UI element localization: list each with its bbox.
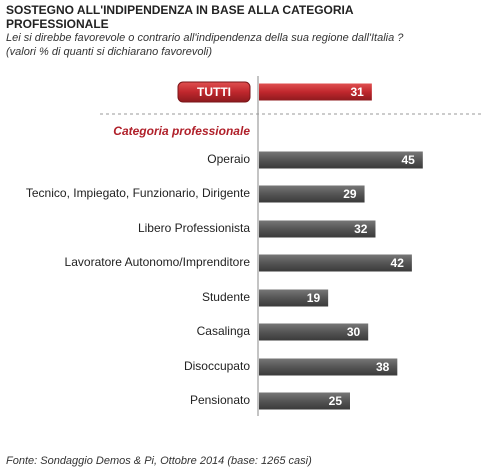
subtitle: (valori % di quanti si dichiarano favore…	[6, 46, 213, 58]
bar	[259, 151, 423, 169]
subtitle: Lei si direbbe favorevole o contrario al…	[6, 32, 404, 44]
bar	[259, 254, 412, 272]
category-label: Casalinga	[197, 324, 251, 338]
chart-title: SOSTEGNO ALL'INDIPENDENZA IN BASE ALLA C…	[6, 3, 354, 31]
value-label: 45	[401, 153, 415, 167]
total-label: TUTTI	[197, 85, 231, 99]
category-label: Operaio	[207, 152, 250, 166]
bar	[259, 220, 376, 238]
bar	[259, 392, 350, 410]
value-label: 42	[391, 256, 405, 270]
value-label: 25	[329, 394, 343, 408]
category-label: Pensionato	[190, 393, 250, 407]
value-label: 19	[307, 291, 321, 305]
bar	[259, 323, 369, 341]
category-label: Disoccupato	[184, 359, 250, 373]
value-label: 29	[343, 187, 357, 201]
bar	[259, 358, 398, 376]
group-label: Categoria professionale	[113, 124, 250, 138]
total-badge	[177, 81, 251, 103]
source: Fonte: Sondaggio Demos & Pi, Ottobre 201…	[6, 455, 312, 467]
category-label: Libero Professionista	[138, 221, 250, 235]
value-label: 31	[350, 85, 364, 99]
value-label: 32	[354, 222, 368, 236]
chart: TUTTI Categoria professionale 31 Operaio 4…	[26, 76, 482, 416]
category-label: Studente	[202, 290, 250, 304]
value-label: 30	[347, 325, 361, 339]
value-label: 38	[376, 360, 390, 374]
category-label: Lavoratore Autonomo/Imprenditore	[65, 255, 251, 269]
bar	[259, 289, 329, 307]
category-label: Tecnico, Impiegato, Funzionario, Dirigen…	[26, 186, 250, 200]
bar	[259, 83, 372, 101]
bar	[259, 185, 365, 203]
